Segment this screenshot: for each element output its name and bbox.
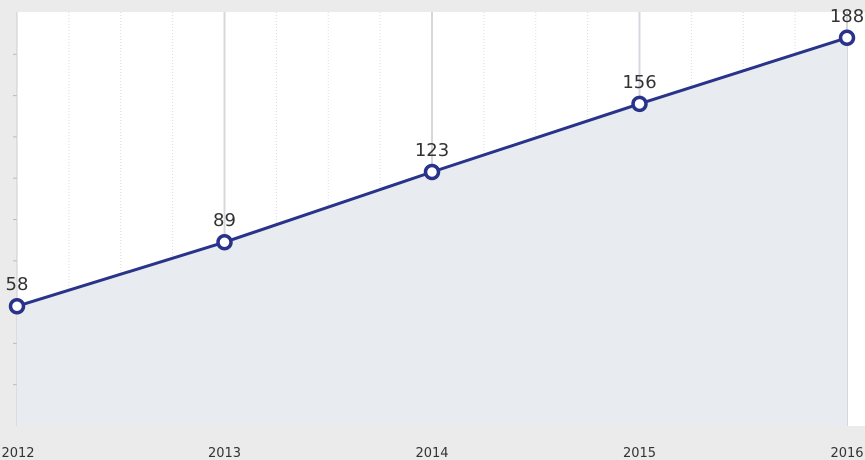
data-markers — [8, 29, 856, 315]
data-label: 188 — [830, 6, 864, 27]
x-tick-label: 2013 — [208, 446, 241, 460]
data-point-marker[interactable] — [216, 233, 233, 251]
data-label: 123 — [415, 140, 449, 161]
data-label: 89 — [213, 210, 236, 231]
series-area — [17, 37, 847, 426]
x-tick-label: 2012 — [1, 446, 34, 460]
data-point-marker[interactable] — [631, 95, 648, 113]
x-tick-label: 2016 — [830, 446, 863, 460]
data-point-marker[interactable] — [838, 29, 856, 47]
data-labels: 58 89 123 156 188 — [6, 6, 865, 295]
data-point-marker[interactable] — [8, 297, 26, 315]
data-label: 156 — [622, 72, 656, 93]
area-fill-layer — [17, 37, 847, 426]
data-point-marker[interactable] — [423, 163, 441, 181]
x-axis-tick-labels: 2012 2013 2014 2015 2016 — [1, 446, 863, 460]
x-tick-label: 2015 — [623, 446, 656, 460]
x-tick-label: 2014 — [415, 446, 448, 460]
data-label: 58 — [6, 274, 29, 295]
